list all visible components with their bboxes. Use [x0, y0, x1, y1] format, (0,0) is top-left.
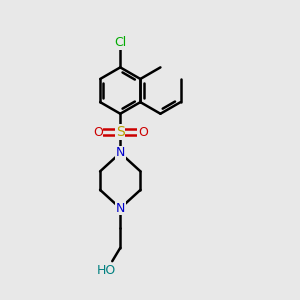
Text: N: N: [116, 202, 125, 215]
Text: N: N: [116, 146, 125, 160]
Text: O: O: [93, 126, 103, 139]
Text: Cl: Cl: [114, 36, 126, 49]
Text: S: S: [116, 125, 125, 139]
Text: HO: HO: [97, 264, 116, 277]
Text: O: O: [138, 126, 148, 139]
